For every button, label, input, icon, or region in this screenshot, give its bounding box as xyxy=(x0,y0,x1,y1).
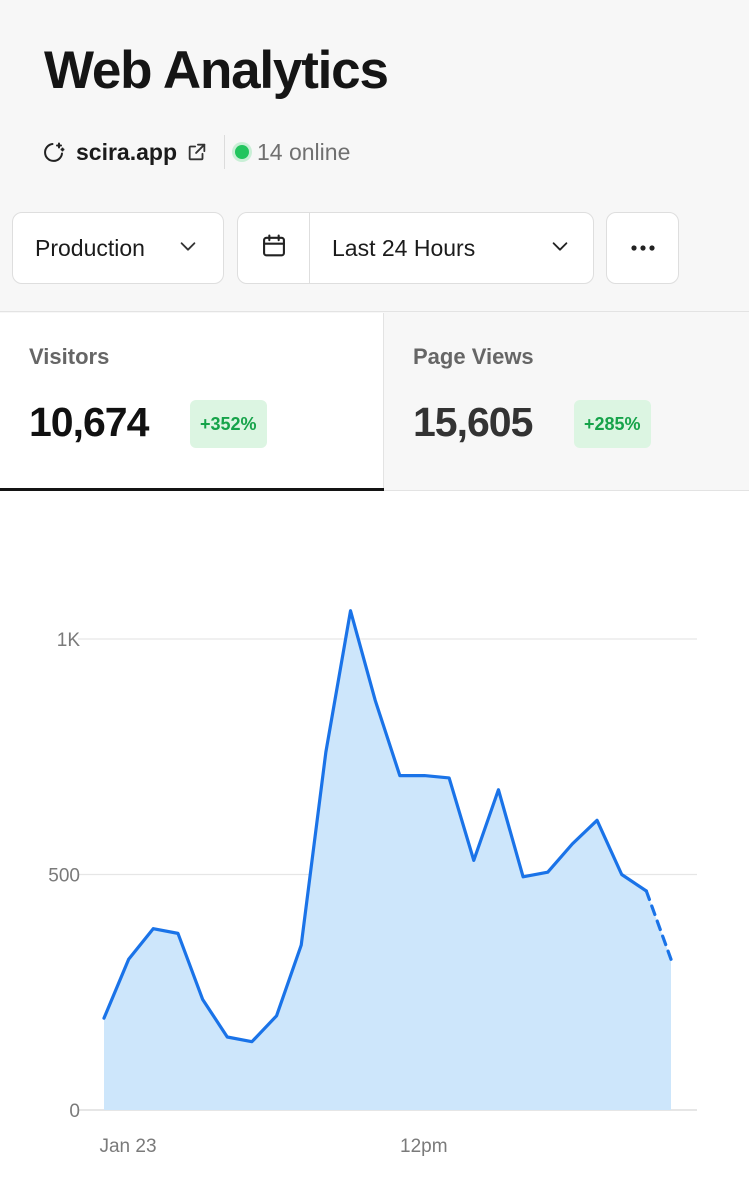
x-tick-label: 12pm xyxy=(400,1136,448,1157)
series-line-partial xyxy=(644,889,673,961)
environment-select-label: Production xyxy=(35,234,145,261)
external-link-icon[interactable] xyxy=(186,141,208,163)
divider xyxy=(224,135,225,169)
chevron-down-icon xyxy=(549,235,571,262)
y-tick-label: 0 xyxy=(69,1101,80,1122)
y-tick-label: 1K xyxy=(57,630,81,651)
date-range-label: Last 24 Hours xyxy=(332,234,476,261)
x-tick-label: Jan 23 xyxy=(99,1136,156,1157)
online-status-dot xyxy=(235,145,249,159)
environment-select[interactable]: Production xyxy=(12,212,224,284)
page-title: Web Analytics xyxy=(44,41,389,100)
visitors-value: 10,674 xyxy=(29,399,149,445)
series-line xyxy=(102,609,648,1044)
page-header: Web Analytics scira.app 14 online Produc… xyxy=(0,0,749,312)
calendar-icon xyxy=(260,232,288,265)
chevron-down-icon xyxy=(177,235,199,262)
visitors-label: Visitors xyxy=(29,344,110,369)
stats-tabs: Visitors 10,674 +352% Page Views 15,605 … xyxy=(0,313,749,492)
online-count: 14 online xyxy=(257,138,351,165)
active-tab-indicator xyxy=(0,488,384,492)
sparkle-loader-icon xyxy=(42,140,66,164)
visitors-chart-panel: 0 500 1K Jan 23 12pm xyxy=(0,491,749,1200)
site-name-link[interactable]: scira.app xyxy=(76,138,177,165)
visitors-change-badge: +352% xyxy=(190,400,267,448)
y-tick-label: 500 xyxy=(48,866,80,887)
calendar-button[interactable] xyxy=(238,213,310,283)
series-area xyxy=(104,610,671,1110)
site-info-row: scira.app 14 online xyxy=(42,134,350,170)
more-horizontal-icon xyxy=(630,239,656,257)
page-views-value: 15,605 xyxy=(413,399,533,445)
page-views-label: Page Views xyxy=(413,344,534,369)
more-options-button[interactable] xyxy=(606,212,679,284)
page-views-change-badge: +285% xyxy=(574,400,651,448)
date-range-dropdown[interactable]: Last 24 Hours xyxy=(310,235,593,262)
tab-page-views[interactable]: Page Views 15,605 +285% xyxy=(384,313,749,491)
date-range-select[interactable]: Last 24 Hours xyxy=(237,212,594,284)
visitors-chart[interactable]: 0 500 1K Jan 23 12pm xyxy=(0,491,749,1200)
tab-visitors[interactable]: Visitors 10,674 +352% xyxy=(0,313,384,492)
